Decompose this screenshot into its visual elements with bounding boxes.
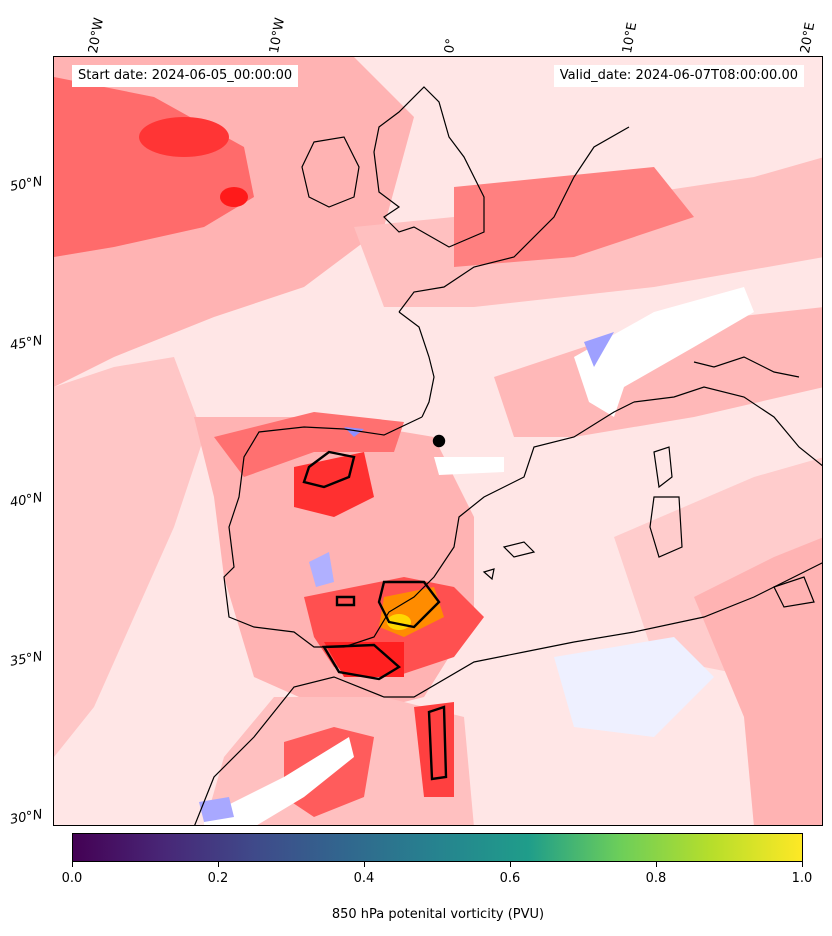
pv-field-map xyxy=(54,57,822,825)
colorbar-tick-label: 0.0 xyxy=(61,871,83,886)
lat-label-50n: 50°N xyxy=(8,174,44,195)
colorbar-tick-label: 1.0 xyxy=(791,871,813,886)
lat-label-30n: 30°N xyxy=(8,807,44,828)
start-date-label: Start date: 2024-06-05_00:00:00 xyxy=(72,65,299,87)
lat-label-35n: 35°N xyxy=(8,649,44,670)
colorbar-tick xyxy=(802,862,803,867)
lon-label-10w: 10°W xyxy=(267,16,289,55)
coastlines xyxy=(194,86,822,825)
lon-label-20e: 20°E xyxy=(798,21,819,55)
colorbar-tick xyxy=(656,862,657,867)
pv-medium-regions xyxy=(54,57,822,825)
colorbar-tick-label: 0.4 xyxy=(353,871,375,886)
pv-low-regions xyxy=(199,287,754,825)
colorbar-tick xyxy=(364,862,365,867)
colorbar-tick xyxy=(72,862,73,867)
lon-label-20w: 20°W xyxy=(86,16,108,55)
colorbar-tick-label: 0.6 xyxy=(499,871,521,886)
colorbar-title: 850 hPa potenital vorticity (PVU) xyxy=(331,907,545,922)
colorbar xyxy=(72,833,803,862)
lat-label-40n: 40°N xyxy=(8,490,44,511)
lon-label-10e: 10°E xyxy=(620,21,641,55)
lon-label-0: 0° xyxy=(442,37,460,55)
map-panel: Start date: 2024-06-05_00:00:00 Valid_da… xyxy=(53,56,823,826)
lat-label-45n: 45°N xyxy=(8,333,44,354)
colorbar-tick xyxy=(510,862,511,867)
pv-contours xyxy=(302,434,448,781)
colorbar-tick-label: 0.8 xyxy=(645,871,667,886)
colorbar-tick-label: 0.2 xyxy=(207,871,229,886)
valid-date-label: Valid_date: 2024-06-07T08:00:00.00 xyxy=(553,65,804,87)
colorbar-tick xyxy=(218,862,219,867)
